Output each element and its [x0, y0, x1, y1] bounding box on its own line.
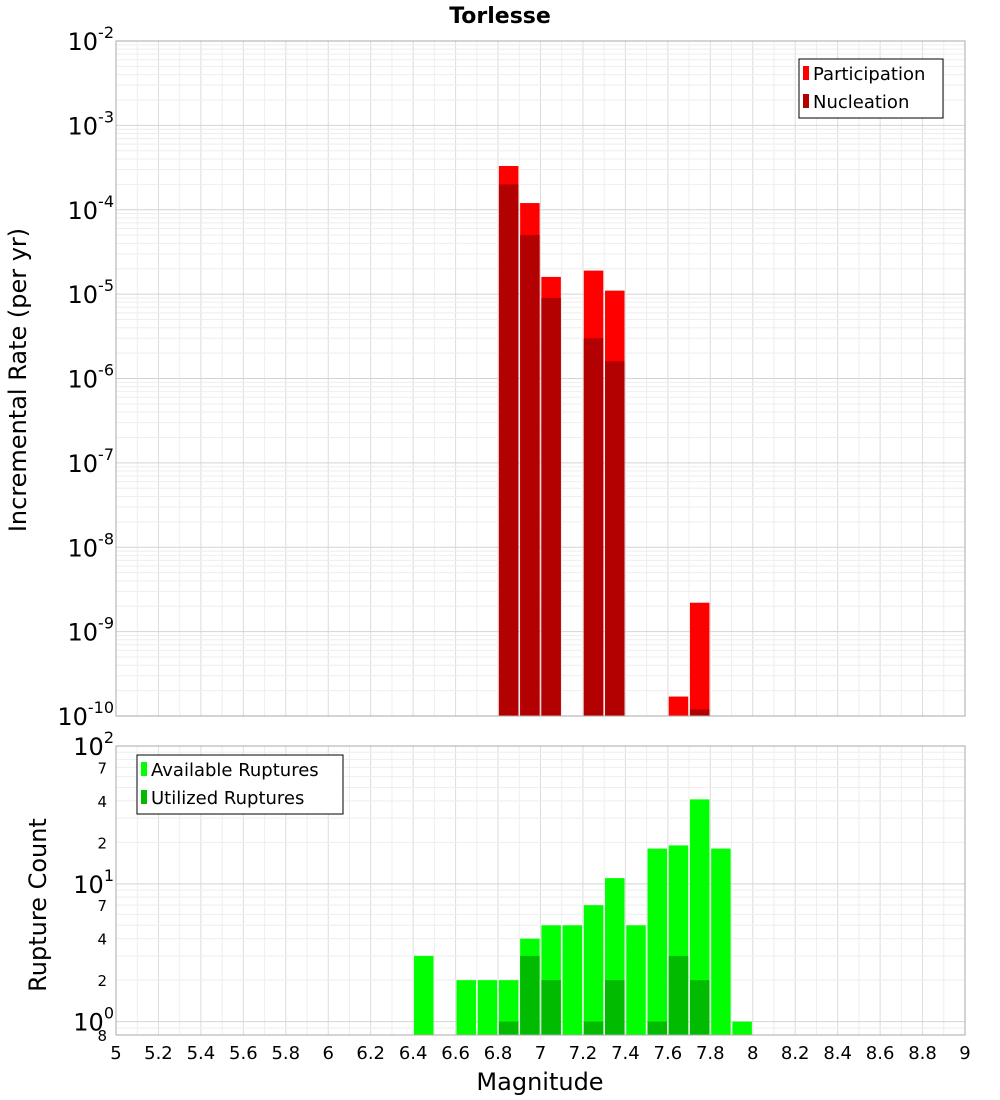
legend-participation-swatch	[803, 66, 809, 80]
top-bar-nucleation	[541, 297, 561, 716]
bottom-y-minor-tick-label: 7	[97, 759, 107, 777]
top-y-tick-label: 10-9	[68, 614, 115, 647]
bottom-y-minor-tick-label: 2	[97, 834, 107, 852]
bottom-y-axis-ticks: 102 101 100 7 4 2 7 4 2 8	[73, 728, 114, 1045]
x-axis-label: Magnitude	[476, 1068, 603, 1096]
bottom-y-minor-tick-label: 4	[97, 793, 107, 811]
x-tick-label: 5.8	[271, 1043, 300, 1064]
legend-nucleation-label: Nucleation	[813, 92, 909, 113]
top-plot-frame	[115, 40, 966, 717]
top-bar-nucleation	[689, 709, 710, 716]
bottom-legend-box	[136, 754, 344, 815]
legend-utilized-swatch	[141, 790, 147, 804]
legend-participation-label: Participation	[813, 64, 925, 85]
x-tick-label: 6.8	[484, 1043, 513, 1064]
bottom-bar-utilized-ruptures	[498, 1021, 519, 1035]
top-y-tick-label: 10-8	[68, 529, 115, 562]
legend-available-swatch	[141, 762, 147, 776]
bottom-y-tick-label: 101	[73, 866, 114, 899]
top-bar-nucleation	[520, 235, 540, 716]
top-plot-grid	[115, 40, 966, 717]
x-tick-label: 5.6	[229, 1043, 258, 1064]
x-tick-label: 8	[747, 1043, 758, 1064]
top-bar-nucleation	[583, 338, 604, 716]
bottom-bar-available-ruptures	[456, 980, 476, 1035]
bottom-bar-utilized-ruptures	[541, 980, 561, 1035]
bottom-bar-utilized-ruptures	[647, 1021, 667, 1035]
top-bar-nucleation	[498, 184, 519, 717]
x-tick-label: 7	[535, 1043, 546, 1064]
x-tick-label: 8.2	[781, 1043, 810, 1064]
x-tick-label: 8.6	[866, 1043, 895, 1064]
bottom-plot-frame	[115, 745, 966, 1036]
top-y-tick-label: 10-5	[68, 276, 115, 309]
bottom-bar-utilized-ruptures	[520, 955, 540, 1035]
x-tick-label: 5.4	[187, 1043, 216, 1064]
top-bar-participation	[668, 696, 689, 716]
top-plot-bars	[498, 166, 710, 717]
bottom-plot-bars	[414, 799, 752, 1035]
x-tick-label: 7.4	[611, 1043, 640, 1064]
bottom-y-minor-tick-label: 7	[97, 897, 107, 915]
top-legend: Participation Nucleation	[798, 58, 944, 119]
bottom-bar-available-ruptures	[626, 925, 646, 1035]
bottom-bar-available-ruptures	[414, 955, 434, 1035]
x-axis-ticks: 5 5.2 5.4 5.6 5.8 6 6.2 6.4 6.6 6.8 7 7.2 7.4 7.6 7.8 8…	[110, 1043, 970, 1064]
chart-title: Torlesse	[449, 4, 551, 29]
top-y-tick-label: 10-10	[57, 698, 114, 731]
bottom-bar-available-ruptures	[477, 980, 498, 1035]
top-y-tick-label: 10-2	[68, 23, 115, 56]
bottom-bar-available-ruptures	[732, 1021, 752, 1035]
bottom-bar-utilized-ruptures	[668, 955, 689, 1035]
x-tick-label: 9	[959, 1043, 970, 1064]
top-bar-nucleation	[605, 361, 625, 716]
x-tick-label: 5	[110, 1043, 121, 1064]
x-tick-label: 5.2	[144, 1043, 173, 1064]
bottom-legend: Available Ruptures Utilized Ruptures	[136, 754, 344, 815]
bottom-bar-utilized-ruptures	[689, 980, 710, 1035]
bottom-bar-available-ruptures	[689, 799, 710, 1035]
legend-available-label: Available Ruptures	[151, 760, 319, 781]
top-y-tick-label: 10-7	[68, 445, 115, 478]
top-y-axis-label: Incremental Rate (per yr)	[4, 228, 32, 532]
bottom-y-minor-tick-label: 8	[97, 1027, 107, 1045]
top-y-tick-label: 10-4	[68, 192, 115, 225]
x-tick-label: 7.8	[696, 1043, 725, 1064]
top-y-tick-label: 10-3	[68, 107, 115, 140]
x-tick-label: 6	[323, 1043, 334, 1064]
x-tick-label: 6.2	[356, 1043, 385, 1064]
bottom-y-axis-label: Rupture Count	[24, 818, 52, 992]
legend-nucleation-swatch	[803, 94, 809, 108]
bottom-bar-utilized-ruptures	[605, 980, 625, 1035]
top-y-axis-ticks: 10-2 10-3 10-4 10-5 10-6 10-7 10-8 10-9 10-10	[57, 23, 114, 731]
bottom-y-minor-tick-label: 4	[97, 931, 107, 949]
bottom-y-tick-label: 100	[73, 1004, 114, 1037]
bottom-bar-available-ruptures	[498, 980, 519, 1035]
top-legend-box	[798, 58, 944, 119]
bottom-bar-available-ruptures	[711, 848, 731, 1035]
x-tick-label: 7.6	[654, 1043, 683, 1064]
x-tick-label: 6.6	[441, 1043, 470, 1064]
x-tick-label: 8.8	[908, 1043, 937, 1064]
x-tick-label: 6.4	[399, 1043, 428, 1064]
bottom-y-tick-label: 102	[73, 728, 114, 761]
bottom-y-minor-tick-label: 2	[97, 972, 107, 990]
bottom-bar-available-ruptures	[647, 848, 667, 1035]
bottom-bar-available-ruptures	[583, 905, 604, 1035]
legend-utilized-label: Utilized Ruptures	[151, 788, 304, 809]
top-y-tick-label: 10-6	[68, 361, 115, 394]
top-bar-participation	[689, 602, 710, 716]
x-tick-label: 8.4	[823, 1043, 852, 1064]
bottom-bar-available-ruptures	[562, 925, 583, 1035]
bottom-bar-utilized-ruptures	[583, 1021, 604, 1035]
x-tick-label: 7.2	[569, 1043, 598, 1064]
